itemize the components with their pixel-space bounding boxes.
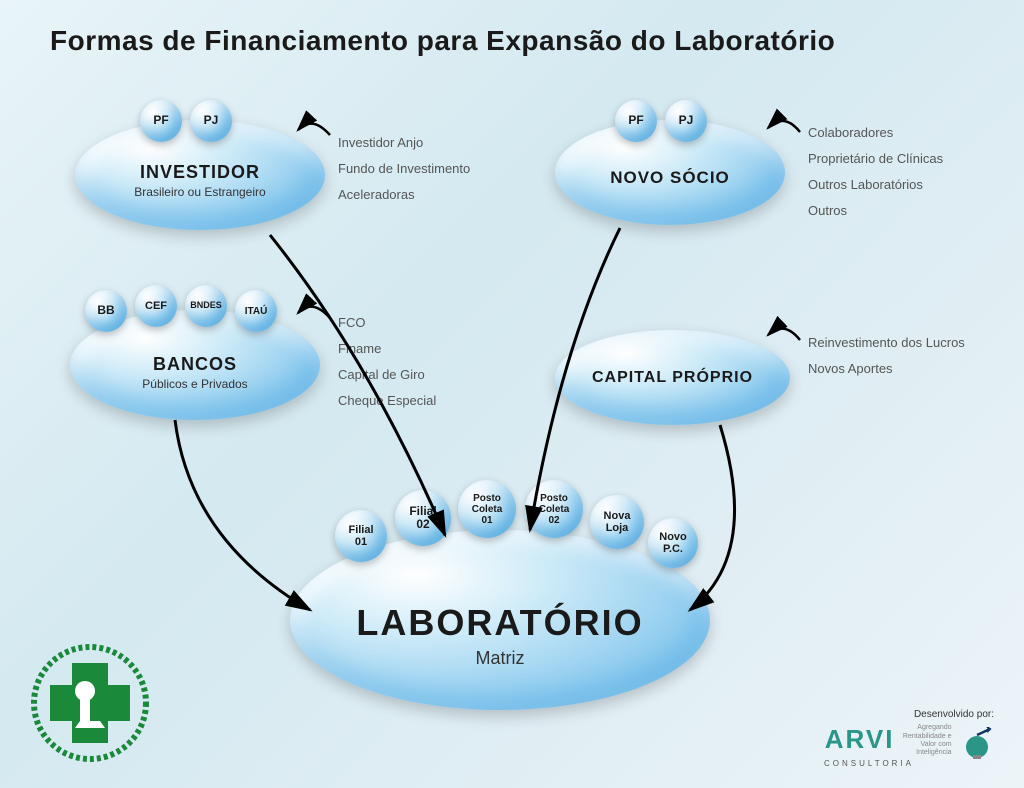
badge-filial-01: Filial 01 — [335, 510, 387, 562]
investidor-title: INVESTIDOR — [140, 162, 260, 183]
page-title: Formas de Financiamento para Expansão do… — [50, 25, 835, 57]
bancos-title: BANCOS — [153, 354, 237, 375]
developed-by-label: Desenvolvido por: — [824, 709, 994, 720]
bulb-icon — [960, 727, 994, 761]
brand-name: ARVI — [825, 724, 895, 755]
list-item: Aceleradoras — [338, 182, 470, 208]
brand-footer: Desenvolvido por: ARVI Agregando Rentabi… — [824, 709, 994, 768]
badge-bndes: BNDES — [185, 285, 227, 327]
list-item: Reinvestimento dos Lucros — [808, 330, 965, 356]
investidor-subtitle: Brasileiro ou Estrangeiro — [134, 185, 265, 199]
laboratorio-subtitle: Matriz — [476, 648, 525, 669]
capital-list: Reinvestimento dos Lucros Novos Aportes — [808, 330, 965, 382]
badge-posto-01: Posto Coleta 01 — [458, 480, 516, 538]
brand-tagline: Agregando Rentabilidade e Valor com Inte… — [903, 724, 952, 758]
bancos-list: FCO Finame Capital de Giro Cheque Especi… — [338, 310, 436, 414]
list-item: Capital de Giro — [338, 362, 436, 388]
list-item: Outros — [808, 198, 943, 224]
list-item: Finame — [338, 336, 436, 362]
badge-nova-loja: Nova Loja — [590, 495, 644, 549]
novo-socio-title: NOVO SÓCIO — [610, 168, 730, 188]
list-item: Novos Aportes — [808, 356, 965, 382]
badge-bb: BB — [85, 290, 127, 332]
badge-pj: PJ — [190, 100, 232, 142]
badge-pj: PJ — [665, 100, 707, 142]
brand-sub: CONSULTORIA — [824, 759, 914, 768]
list-item: Outros Laboratórios — [808, 172, 943, 198]
badge-pf: PF — [615, 100, 657, 142]
node-novo-socio: NOVO SÓCIO — [555, 120, 785, 225]
badge-novo-pc: Novo P.C. — [648, 518, 698, 568]
lab-logo — [30, 643, 150, 763]
list-item: Proprietário de Clínicas — [808, 146, 943, 172]
capital-title: CAPITAL PRÓPRIO — [592, 369, 753, 387]
badge-filial-02: Filial 02 — [395, 490, 451, 546]
list-item: Investidor Anjo — [338, 130, 470, 156]
node-capital-proprio: CAPITAL PRÓPRIO — [555, 330, 790, 425]
laboratorio-title: LABORATÓRIO — [356, 602, 643, 644]
badge-posto-02: Posto Coleta 02 — [525, 480, 583, 538]
investidor-list: Investidor Anjo Fundo de Investimento Ac… — [338, 130, 470, 208]
list-item: FCO — [338, 310, 436, 336]
list-item: Colaboradores — [808, 120, 943, 146]
badge-pf: PF — [140, 100, 182, 142]
bancos-subtitle: Públicos e Privados — [142, 377, 247, 391]
novo-socio-list: Colaboradores Proprietário de Clínicas O… — [808, 120, 943, 224]
list-item: Cheque Especial — [338, 388, 436, 414]
list-item: Fundo de Investimento — [338, 156, 470, 182]
badge-itau: ITAÚ — [235, 290, 277, 332]
badge-cef: CEF — [135, 285, 177, 327]
